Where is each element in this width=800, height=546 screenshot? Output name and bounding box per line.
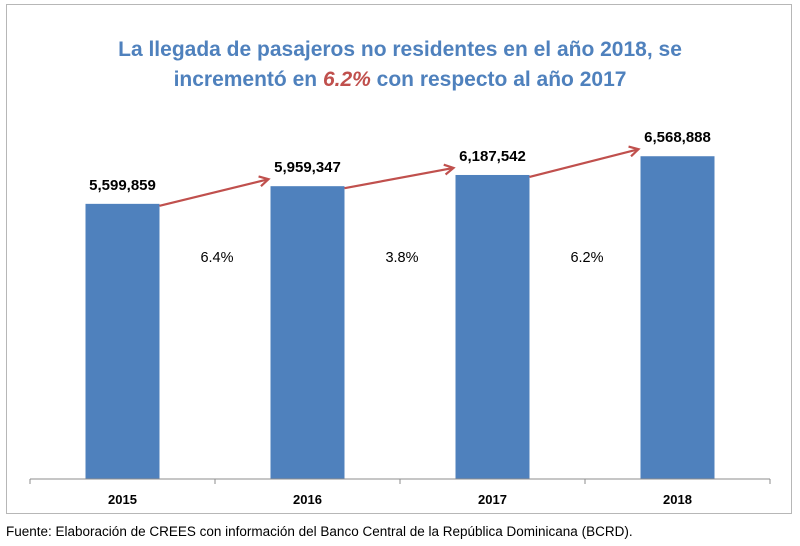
- value-label-2016: 5,959,347: [274, 159, 341, 176]
- growth-arrow: [159, 179, 269, 207]
- title-line-1: La llegada de pasajeros no residentes en…: [118, 38, 682, 61]
- x-tick-label-2015: 2015: [108, 492, 137, 507]
- source-note: Fuente: Elaboración de CREES con informa…: [6, 524, 633, 539]
- growth-label: 6.4%: [200, 250, 233, 266]
- x-tick-label-2016: 2016: [293, 492, 322, 507]
- growth-label: 3.8%: [385, 250, 418, 266]
- x-tick-label-2017: 2017: [478, 492, 507, 507]
- bar-2017: [455, 174, 530, 479]
- x-tick-label-2018: 2018: [663, 492, 692, 507]
- growth-arrow: [529, 149, 639, 179]
- bar-2016: [270, 186, 345, 479]
- title-line-2-pre: incrementó en: [173, 68, 323, 91]
- chart-title: La llegada de pasajeros no residentes en…: [7, 35, 793, 95]
- title-line-2: incrementó en 6.2% con respecto al año 2…: [7, 65, 793, 95]
- growth-label: 6.2%: [570, 250, 603, 266]
- bar-2015: [85, 203, 160, 479]
- value-label-2018: 6,568,888: [644, 129, 711, 146]
- bar-chart: 2015 2016 2017 2018 5,599,859 5,959,347 6,187,…: [29, 129, 771, 507]
- title-line-2-post: con respecto al año 2017: [370, 68, 627, 91]
- value-label-2015: 5,599,859: [89, 177, 156, 194]
- title-highlight-value: 6.2%: [322, 68, 371, 91]
- bar-2018: [640, 156, 715, 479]
- growth-arrow: [344, 168, 454, 190]
- value-label-2017: 6,187,542: [459, 148, 526, 165]
